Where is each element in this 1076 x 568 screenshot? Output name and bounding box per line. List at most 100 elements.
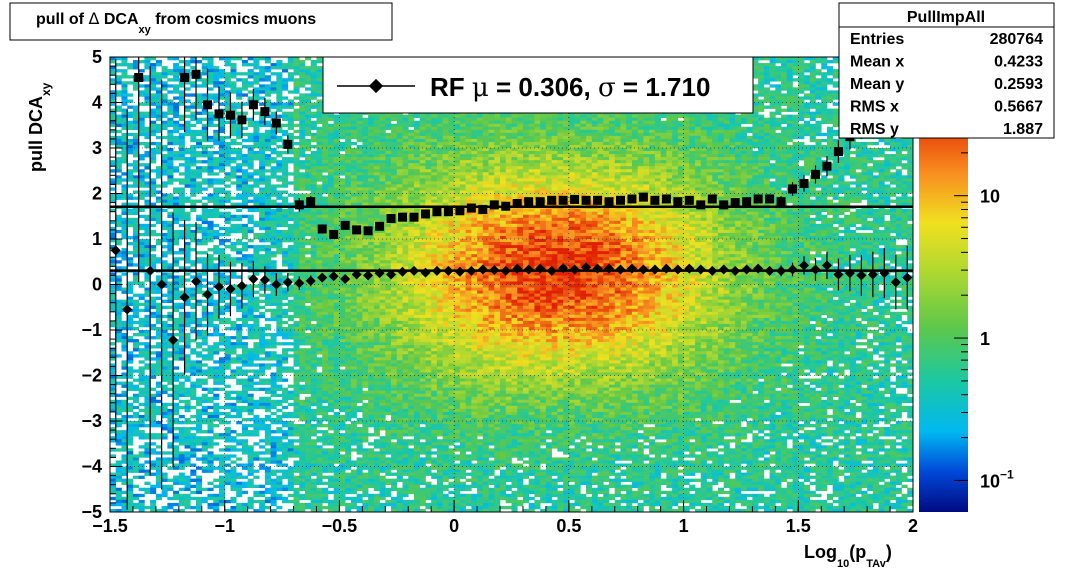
stats-value: 280764	[990, 31, 1043, 48]
mean-point	[340, 274, 351, 285]
rms-point	[593, 195, 603, 205]
mean-point	[351, 269, 362, 280]
rms-point	[570, 194, 580, 204]
rms-point	[478, 204, 488, 214]
rms-point	[306, 197, 316, 207]
rms-point	[398, 212, 408, 222]
x-tick-label: 2	[908, 516, 918, 536]
x-tick-label: −1.5	[92, 516, 128, 536]
stats-value: 0.2593	[994, 76, 1043, 93]
stats-value: 0.5667	[994, 99, 1043, 116]
rms-point	[375, 221, 385, 231]
rms-point	[707, 194, 717, 204]
y-axis-ticks: −5 −4 −3 −2 −1 0 1 2 3 4 5	[81, 47, 122, 522]
rms-point	[765, 194, 775, 204]
stats-name: PullImpAll	[907, 9, 985, 26]
chart-title: pull of Δ DCAxy from cosmics muons	[36, 9, 316, 36]
rms-point	[615, 195, 625, 205]
mean-point	[202, 289, 213, 300]
y-tick-label: 5	[92, 47, 102, 67]
x-axis-label: Log10(pTAv)	[804, 542, 892, 568]
rms-point	[604, 197, 614, 207]
mean-point	[707, 265, 718, 276]
mean-point	[592, 263, 603, 274]
legend-marker	[368, 78, 384, 94]
rms-point	[661, 194, 671, 204]
rms-point	[489, 200, 499, 210]
mean-point	[259, 274, 270, 285]
mean-point	[374, 268, 385, 279]
mean-point	[512, 263, 523, 274]
x-tick-label: 1.5	[786, 516, 811, 536]
y-tick-label: −1	[81, 320, 102, 340]
rms-point	[180, 72, 190, 82]
legend-box	[322, 56, 754, 114]
mean-point	[844, 268, 855, 279]
y-tick-label: 1	[92, 229, 102, 249]
mean-point	[477, 264, 488, 275]
mean-point	[661, 263, 672, 274]
rms-point	[776, 197, 786, 207]
mean-point	[236, 280, 247, 291]
rms-point	[696, 200, 706, 210]
mean-point	[867, 269, 878, 280]
mean-point	[535, 263, 546, 274]
rms-point	[822, 161, 832, 171]
stats-label: Mean y	[850, 76, 904, 93]
mean-point	[833, 269, 844, 280]
rms-point	[753, 194, 763, 204]
mean-point	[879, 268, 890, 279]
rms-point	[237, 115, 247, 125]
mean-point	[810, 264, 821, 275]
colorbar-tick-label: 10−1	[980, 467, 1014, 491]
mean-point	[420, 267, 431, 278]
x-tick-label: −1	[214, 516, 235, 536]
y-tick-label: −5	[81, 502, 102, 522]
mean-point	[730, 265, 741, 276]
stats-box	[838, 2, 1055, 139]
mean-point	[156, 279, 167, 290]
rms-point	[248, 100, 258, 110]
mean-point	[168, 335, 179, 346]
mean-point	[523, 264, 534, 275]
x-tick-label: −0.5	[322, 516, 358, 536]
mean-point	[248, 274, 259, 285]
mean-point	[271, 279, 282, 290]
rms-point	[524, 197, 534, 207]
rms-point	[833, 147, 843, 157]
y-axis-label: pull DCAxy	[26, 82, 53, 172]
mean-point	[558, 263, 569, 274]
rms-point	[673, 197, 683, 207]
rms-point	[719, 200, 729, 210]
mean-point	[294, 278, 305, 289]
mean-point	[328, 271, 339, 282]
y-tick-label: −3	[81, 411, 102, 431]
mean-point	[466, 265, 477, 276]
rms-point	[581, 195, 591, 205]
mean-point	[799, 260, 810, 271]
stats-label: Mean x	[850, 54, 904, 71]
mean-point	[764, 265, 775, 276]
mean-point	[489, 264, 500, 275]
mean-point	[787, 264, 798, 275]
rms-point	[340, 220, 350, 230]
mean-point	[213, 281, 224, 292]
mean-point	[890, 277, 901, 288]
mean-point	[191, 276, 202, 287]
rms-point	[443, 207, 453, 217]
x-tick-label: 0	[449, 516, 459, 536]
rms-point	[134, 72, 144, 82]
rms-point	[260, 107, 270, 117]
mean-point	[741, 264, 752, 275]
mean-point	[684, 263, 695, 274]
rms-point	[317, 224, 327, 234]
mean-point	[672, 264, 683, 275]
rms-point	[283, 139, 293, 149]
mean-point	[386, 269, 397, 280]
rms-point	[810, 169, 820, 179]
mean-point	[718, 264, 729, 275]
mean-point	[626, 263, 637, 274]
mean-point	[282, 277, 293, 288]
y-tick-label: −4	[81, 457, 102, 477]
